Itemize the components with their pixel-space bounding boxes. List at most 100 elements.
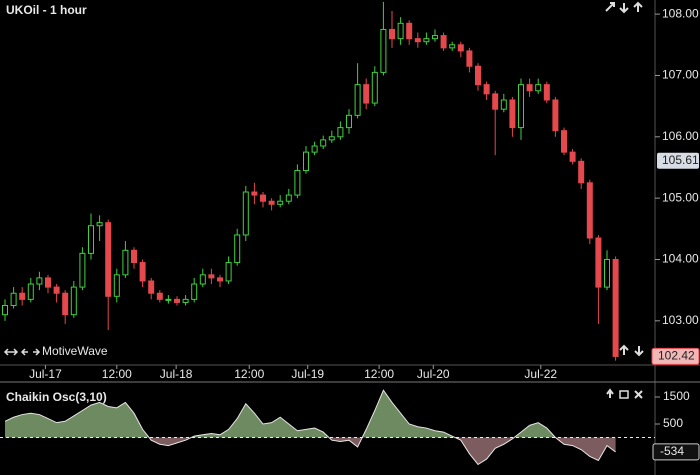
candle-body	[371, 71, 378, 104]
candle-body	[457, 44, 464, 52]
candle-body	[406, 22, 413, 40]
candle-body	[328, 136, 335, 141]
candle-body	[96, 222, 103, 227]
candle-body	[320, 139, 327, 147]
last-value-marker	[652, 443, 700, 461]
candle-body	[500, 99, 507, 110]
candle-body	[535, 84, 542, 92]
candle-body	[277, 200, 284, 205]
candle-body	[569, 151, 576, 162]
candle-body	[10, 292, 17, 306]
candle-body	[397, 22, 404, 40]
price-marker	[657, 152, 699, 169]
candle-body	[105, 222, 112, 297]
candle-body	[122, 249, 129, 276]
last-price-marker	[651, 347, 700, 365]
candle-body	[552, 99, 559, 132]
candle-body	[156, 292, 163, 300]
x-tick-label: Jul-22	[524, 367, 557, 381]
candle-body	[423, 38, 430, 43]
candle-body	[268, 200, 275, 205]
y-tick-label: 500	[663, 416, 683, 430]
candle-body	[113, 274, 120, 297]
candle-body	[509, 99, 516, 129]
x-tick-label: 12:00	[364, 367, 394, 381]
indicator-title: Chaikin Osc(3,10)	[6, 390, 107, 404]
candle-body	[612, 258, 619, 357]
candle-body	[208, 274, 215, 279]
candle-body	[449, 44, 456, 49]
candle-body	[586, 182, 593, 239]
last-price-label: 102.42	[658, 349, 695, 363]
candle-body	[27, 283, 34, 300]
candle-body	[303, 151, 309, 172]
candle-body	[440, 35, 447, 49]
candle-body	[53, 286, 60, 294]
candle-body	[604, 258, 610, 288]
candle-body	[432, 35, 438, 40]
x-tick-label: Jul-17	[29, 367, 62, 381]
candle-body	[45, 277, 51, 288]
candle-body	[2, 304, 8, 316]
line	[4, 389, 616, 466]
candle-body	[483, 84, 490, 95]
candle-body	[174, 298, 180, 303]
y-tick-label: 108.00	[662, 6, 699, 20]
candle-body	[62, 292, 69, 316]
candle-body	[199, 274, 206, 285]
x-tick-label: 12:00	[102, 367, 132, 381]
last-value-label: -534	[660, 444, 684, 458]
candle-body	[182, 298, 189, 303]
candle-body	[19, 292, 26, 300]
candle-body	[242, 191, 249, 236]
candle-body	[389, 28, 395, 40]
candle-body	[595, 237, 602, 288]
x-tick-label: Jul-18	[160, 367, 193, 381]
y-tick-label: 1500	[663, 389, 690, 403]
candle-body	[139, 262, 146, 282]
x-tick-label: Jul-19	[291, 367, 324, 381]
candle-body	[578, 160, 585, 184]
y-tick-label: 106.00	[662, 129, 699, 143]
candle-body	[191, 283, 198, 300]
candle-body	[131, 249, 137, 264]
candle-body	[285, 194, 292, 202]
candle-body	[346, 114, 352, 129]
candle-body	[492, 93, 499, 110]
candle-body	[311, 145, 318, 153]
x-tick-label: Jul-20	[417, 367, 450, 381]
y-tick-label: 107.00	[662, 68, 699, 82]
candle-body	[294, 170, 301, 196]
candle-body	[380, 28, 387, 73]
candle-body	[217, 277, 223, 282]
candle-body	[148, 280, 155, 294]
candle-body	[70, 286, 77, 316]
candle-body	[561, 130, 567, 153]
candle-body	[337, 127, 344, 138]
candle-body	[543, 84, 550, 101]
candle-body	[79, 252, 86, 288]
area-positive	[5, 390, 556, 438]
candle-body	[165, 298, 172, 301]
candle-body	[225, 262, 232, 282]
candle-body	[466, 50, 473, 67]
toolbar-icons[interactable]	[3, 1, 644, 399]
brand: MotiveWave	[42, 344, 108, 358]
candle-body	[251, 191, 258, 196]
candle-body	[260, 194, 266, 202]
y-tick-label: 105.00	[662, 190, 699, 204]
candle-body	[475, 65, 481, 86]
candle-body	[36, 277, 43, 285]
y-tick-label: 103.00	[662, 313, 699, 327]
candle-body	[414, 38, 421, 43]
candle-body	[526, 84, 533, 92]
y-tick-label: 104.00	[662, 252, 699, 266]
candle-body	[234, 234, 241, 264]
chart-title: UKOil - 1 hour	[6, 3, 87, 17]
candle-body	[518, 84, 524, 129]
price-marker-label: 105.61	[662, 153, 699, 167]
candle-body	[88, 225, 94, 254]
